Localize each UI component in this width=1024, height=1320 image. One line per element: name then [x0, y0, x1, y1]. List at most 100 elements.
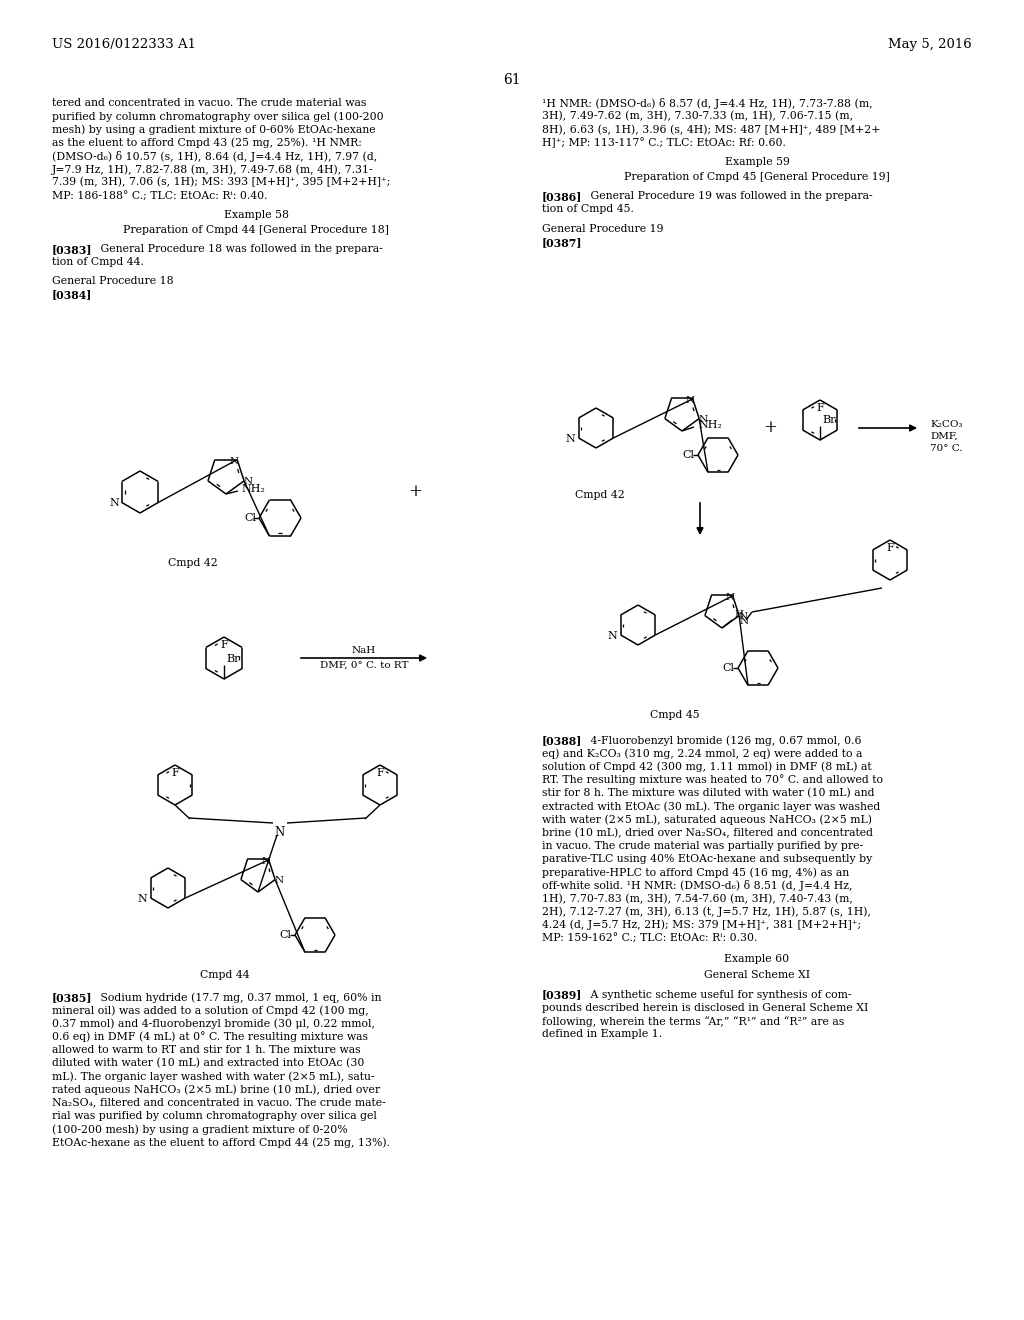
- Text: Br: Br: [822, 414, 836, 425]
- Text: +: +: [408, 483, 422, 500]
- Text: General Procedure 18 was followed in the prepara-: General Procedure 18 was followed in the…: [90, 244, 383, 253]
- Text: MP: 186-188° C.; TLC: EtOAc: Rⁱ: 0.40.: MP: 186-188° C.; TLC: EtOAc: Rⁱ: 0.40.: [52, 190, 267, 201]
- Text: solution of Cmpd 42 (300 mg, 1.11 mmol) in DMF (8 mL) at: solution of Cmpd 42 (300 mg, 1.11 mmol) …: [542, 762, 871, 772]
- Text: (DMSO-d₆) δ 10.57 (s, 1H), 8.64 (d, J=4.4 Hz, 1H), 7.97 (d,: (DMSO-d₆) δ 10.57 (s, 1H), 8.64 (d, J=4.…: [52, 150, 377, 162]
- Text: Na₂SO₄, filtered and concentrated in vacuo. The crude mate-: Na₂SO₄, filtered and concentrated in vac…: [52, 1098, 386, 1107]
- Text: 0.37 mmol) and 4-fluorobenzyl bromide (30 μl, 0.22 mmol,: 0.37 mmol) and 4-fluorobenzyl bromide (3…: [52, 1019, 375, 1030]
- Text: diluted with water (10 mL) and extracted into EtOAc (30: diluted with water (10 mL) and extracted…: [52, 1059, 365, 1068]
- Text: +: +: [763, 420, 777, 437]
- Text: General Procedure 19: General Procedure 19: [542, 223, 664, 234]
- Text: brine (10 mL), dried over Na₂SO₄, filtered and concentrated: brine (10 mL), dried over Na₂SO₄, filter…: [542, 828, 873, 838]
- Text: rated aqueous NaHCO₃ (2×5 mL) brine (10 mL), dried over: rated aqueous NaHCO₃ (2×5 mL) brine (10 …: [52, 1085, 380, 1096]
- Text: extracted with EtOAc (30 mL). The organic layer was washed: extracted with EtOAc (30 mL). The organi…: [542, 801, 881, 812]
- Text: Cmpd 42: Cmpd 42: [168, 558, 218, 568]
- Text: 0.6 eq) in DMF (4 mL) at 0° C. The resulting mixture was: 0.6 eq) in DMF (4 mL) at 0° C. The resul…: [52, 1032, 368, 1043]
- Text: eq) and K₂CO₃ (310 mg, 2.24 mmol, 2 eq) were added to a: eq) and K₂CO₃ (310 mg, 2.24 mmol, 2 eq) …: [542, 748, 862, 759]
- Text: NH₂: NH₂: [698, 420, 722, 430]
- Text: off-white solid. ¹H NMR: (DMSO-d₆) δ 8.51 (d, J=4.4 Hz,: off-white solid. ¹H NMR: (DMSO-d₆) δ 8.5…: [542, 880, 853, 891]
- Text: 70° C.: 70° C.: [930, 444, 963, 453]
- Text: NH₂: NH₂: [241, 484, 265, 494]
- Text: F: F: [220, 640, 228, 649]
- Text: Cmpd 45: Cmpd 45: [650, 710, 699, 719]
- Text: as the eluent to afford Cmpd 43 (25 mg, 25%). ¹H NMR:: as the eluent to afford Cmpd 43 (25 mg, …: [52, 137, 361, 148]
- Text: US 2016/0122333 A1: US 2016/0122333 A1: [52, 38, 196, 51]
- Text: [0386]: [0386]: [542, 191, 583, 202]
- Text: J=7.9 Hz, 1H), 7.82-7.88 (m, 3H), 7.49-7.68 (m, 4H), 7.31-: J=7.9 Hz, 1H), 7.82-7.88 (m, 3H), 7.49-7…: [52, 164, 374, 174]
- Text: N: N: [274, 825, 285, 838]
- Text: Cl: Cl: [244, 513, 256, 523]
- Text: 61: 61: [503, 73, 521, 87]
- Text: 3H), 7.49-7.62 (m, 3H), 7.30-7.33 (m, 1H), 7.06-7.15 (m,: 3H), 7.49-7.62 (m, 3H), 7.30-7.33 (m, 1H…: [542, 111, 853, 121]
- Text: tered and concentrated in vacuo. The crude material was: tered and concentrated in vacuo. The cru…: [52, 98, 367, 108]
- Text: Sodium hydride (17.7 mg, 0.37 mmol, 1 eq, 60% in: Sodium hydride (17.7 mg, 0.37 mmol, 1 eq…: [90, 993, 382, 1003]
- Text: defined in Example 1.: defined in Example 1.: [542, 1030, 663, 1039]
- Text: General Procedure 18: General Procedure 18: [52, 276, 174, 286]
- Text: MP: 159-162° C.; TLC: EtOAc: Rⁱ: 0.30.: MP: 159-162° C.; TLC: EtOAc: Rⁱ: 0.30.: [542, 933, 758, 942]
- Text: (100-200 mesh) by using a gradient mixture of 0-20%: (100-200 mesh) by using a gradient mixtu…: [52, 1125, 347, 1135]
- Text: ¹H NMR: (DMSO-d₆) δ 8.57 (d, J=4.4 Hz, 1H), 7.73-7.88 (m,: ¹H NMR: (DMSO-d₆) δ 8.57 (d, J=4.4 Hz, 1…: [542, 98, 872, 110]
- Text: General Scheme XI: General Scheme XI: [703, 970, 810, 981]
- Text: rial was purified by column chromatography over silica gel: rial was purified by column chromatograp…: [52, 1111, 377, 1121]
- Text: N: N: [685, 396, 694, 405]
- Text: pounds described herein is disclosed in General Scheme XI: pounds described herein is disclosed in …: [542, 1003, 868, 1012]
- Text: General Procedure 19 was followed in the prepara-: General Procedure 19 was followed in the…: [580, 191, 872, 201]
- Text: N: N: [110, 499, 120, 508]
- Text: A synthetic scheme useful for synthesis of com-: A synthetic scheme useful for synthesis …: [580, 990, 852, 999]
- Text: N: N: [608, 631, 617, 642]
- Text: NaH: NaH: [352, 645, 376, 655]
- Text: Cl: Cl: [279, 931, 291, 940]
- Text: stir for 8 h. The mixture was diluted with water (10 mL) and: stir for 8 h. The mixture was diluted wi…: [542, 788, 874, 799]
- Text: preparative-HPLC to afford Cmpd 45 (16 mg, 4%) as an: preparative-HPLC to afford Cmpd 45 (16 m…: [542, 867, 849, 878]
- Text: [0383]: [0383]: [52, 244, 92, 255]
- Text: N: N: [244, 478, 253, 486]
- Text: F: F: [171, 768, 179, 777]
- Text: with water (2×5 mL), saturated aqueous NaHCO₃ (2×5 mL): with water (2×5 mL), saturated aqueous N…: [542, 814, 872, 825]
- Text: Cmpd 42: Cmpd 42: [575, 490, 625, 500]
- Text: following, wherein the terms “Ar,” “R¹” and “R²” are as: following, wherein the terms “Ar,” “R¹” …: [542, 1016, 844, 1027]
- Text: N: N: [738, 612, 748, 622]
- Text: N: N: [725, 593, 734, 602]
- Text: H]⁺; MP: 113-117° C.; TLC: EtOAc: Rf: 0.60.: H]⁺; MP: 113-117° C.; TLC: EtOAc: Rf: 0.…: [542, 137, 785, 148]
- Text: in vacuo. The crude material was partially purified by pre-: in vacuo. The crude material was partial…: [542, 841, 863, 850]
- Text: Cl: Cl: [682, 450, 694, 459]
- Text: Example 58: Example 58: [223, 210, 289, 219]
- Text: [0387]: [0387]: [542, 236, 583, 248]
- Text: Example 60: Example 60: [724, 954, 790, 964]
- Text: H: H: [734, 610, 743, 619]
- Text: May 5, 2016: May 5, 2016: [888, 38, 972, 51]
- Text: Example 59: Example 59: [725, 157, 790, 166]
- Text: mesh) by using a gradient mixture of 0-60% EtOAc-hexane: mesh) by using a gradient mixture of 0-6…: [52, 124, 376, 135]
- Text: parative-TLC using 40% EtOAc-hexane and subsequently by: parative-TLC using 40% EtOAc-hexane and …: [542, 854, 872, 863]
- Text: tion of Cmpd 44.: tion of Cmpd 44.: [52, 257, 144, 267]
- Text: N: N: [274, 876, 284, 886]
- Text: 1H), 7.70-7.83 (m, 3H), 7.54-7.60 (m, 3H), 7.40-7.43 (m,: 1H), 7.70-7.83 (m, 3H), 7.54-7.60 (m, 3H…: [542, 894, 853, 904]
- Text: Preparation of Cmpd 44 [General Procedure 18]: Preparation of Cmpd 44 [General Procedur…: [123, 224, 389, 235]
- Text: 8H), 6.63 (s, 1H), 3.96 (s, 4H); MS: 487 [M+H]⁺, 489 [M+2+: 8H), 6.63 (s, 1H), 3.96 (s, 4H); MS: 487…: [542, 124, 881, 135]
- Text: [0389]: [0389]: [542, 990, 583, 1001]
- Text: mL). The organic layer washed with water (2×5 mL), satu-: mL). The organic layer washed with water…: [52, 1072, 375, 1082]
- Text: N: N: [229, 457, 239, 466]
- Text: tion of Cmpd 45.: tion of Cmpd 45.: [542, 205, 634, 214]
- Text: 2H), 7.12-7.27 (m, 3H), 6.13 (t, J=5.7 Hz, 1H), 5.87 (s, 1H),: 2H), 7.12-7.27 (m, 3H), 6.13 (t, J=5.7 H…: [542, 907, 871, 917]
- Text: [0388]: [0388]: [542, 735, 583, 746]
- Text: DMF,: DMF,: [930, 432, 957, 441]
- Text: N: N: [261, 857, 270, 866]
- Text: mineral oil) was added to a solution of Cmpd 42 (100 mg,: mineral oil) was added to a solution of …: [52, 1006, 369, 1016]
- Text: N: N: [566, 434, 575, 444]
- Text: F: F: [816, 403, 824, 413]
- Text: 4-Fluorobenzyl bromide (126 mg, 0.67 mmol, 0.6: 4-Fluorobenzyl bromide (126 mg, 0.67 mmo…: [580, 735, 861, 746]
- Text: EtOAc-hexane as the eluent to afford Cmpd 44 (25 mg, 13%).: EtOAc-hexane as the eluent to afford Cmp…: [52, 1138, 390, 1148]
- Text: K₂CO₃: K₂CO₃: [930, 420, 963, 429]
- Text: allowed to warm to RT and stir for 1 h. The mixture was: allowed to warm to RT and stir for 1 h. …: [52, 1045, 360, 1055]
- Text: [0384]: [0384]: [52, 289, 92, 301]
- Text: 7.39 (m, 3H), 7.06 (s, 1H); MS: 393 [M+H]⁺, 395 [M+2+H]⁺;: 7.39 (m, 3H), 7.06 (s, 1H); MS: 393 [M+H…: [52, 177, 390, 187]
- Text: Br: Br: [226, 653, 240, 664]
- Text: Cmpd 44: Cmpd 44: [200, 970, 250, 979]
- Text: DMF, 0° C. to RT: DMF, 0° C. to RT: [319, 661, 409, 671]
- Text: N: N: [740, 616, 750, 626]
- Text: N: N: [138, 894, 147, 904]
- Text: F: F: [886, 543, 894, 553]
- Text: F: F: [376, 768, 384, 777]
- Text: RT. The resulting mixture was heated to 70° C. and allowed to: RT. The resulting mixture was heated to …: [542, 775, 883, 785]
- Text: [0385]: [0385]: [52, 993, 92, 1003]
